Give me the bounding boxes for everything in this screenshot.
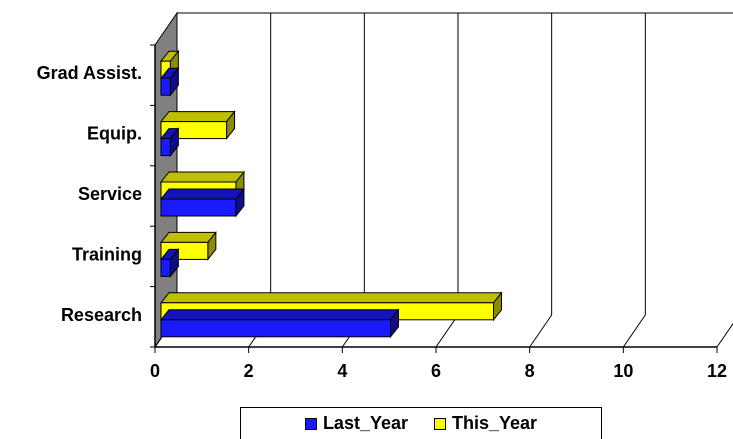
- category-label-3: Equip.: [87, 124, 142, 144]
- bar-front-Last_Year-2: [160, 198, 237, 217]
- legend-label-this-year: This_Year: [452, 413, 538, 433]
- floor-gridline-10: [622, 314, 646, 348]
- floor-gridline-12: [716, 322, 733, 348]
- legend: Last_Year This_Year: [240, 407, 602, 439]
- bar-front-Last_Year-3: [160, 138, 171, 157]
- x-tick-label-6: 6: [431, 361, 441, 381]
- bar-front-Last_Year-0: [160, 319, 391, 338]
- chart: 0 2 4 6 8 10 12 Research Training Service Equip. Gr…: [37, 11, 733, 381]
- bar-top-Last_Year-2: [159, 188, 245, 200]
- x-tick-label-2: 2: [244, 361, 254, 381]
- bar-top-This_Year-0: [159, 292, 503, 304]
- bar-top-This_Year-1: [159, 231, 217, 243]
- legend-swatch-last-year: [304, 417, 317, 430]
- bar-Last_Year-2: [159, 187, 245, 218]
- category-label-2: Service: [78, 184, 142, 204]
- legend-item-this-year: This_Year: [434, 413, 537, 434]
- bar-Last_Year-4: [159, 66, 180, 97]
- x-tick-label-4: 4: [337, 361, 347, 381]
- legend-label-last-year: Last_Year: [322, 413, 408, 433]
- bar-Last_Year-1: [159, 247, 180, 278]
- x-tick-label-8: 8: [525, 361, 535, 381]
- bar-top-Last_Year-0: [159, 309, 400, 321]
- legend-item-last-year: Last_Year: [304, 413, 408, 434]
- bar-front-Last_Year-4: [160, 77, 171, 96]
- floor-gridline-8: [529, 314, 553, 348]
- bar-front-Last_Year-1: [160, 258, 171, 277]
- x-tick-label-0: 0: [150, 361, 160, 381]
- bar-top-This_Year-2: [159, 171, 245, 183]
- x-tick-label-12: 12: [707, 361, 727, 381]
- floor-gridline-6: [435, 314, 459, 348]
- legend-swatch-this-year: [434, 417, 446, 430]
- bar-top-This_Year-3: [159, 111, 236, 123]
- bar-Last_Year-0: [159, 308, 400, 339]
- category-label-1: Training: [72, 244, 142, 264]
- category-label-4: Grad Assist.: [37, 63, 142, 83]
- category-label-0: Research: [61, 305, 142, 325]
- x-tick-label-10: 10: [613, 361, 633, 381]
- bar-Last_Year-3: [159, 127, 180, 158]
